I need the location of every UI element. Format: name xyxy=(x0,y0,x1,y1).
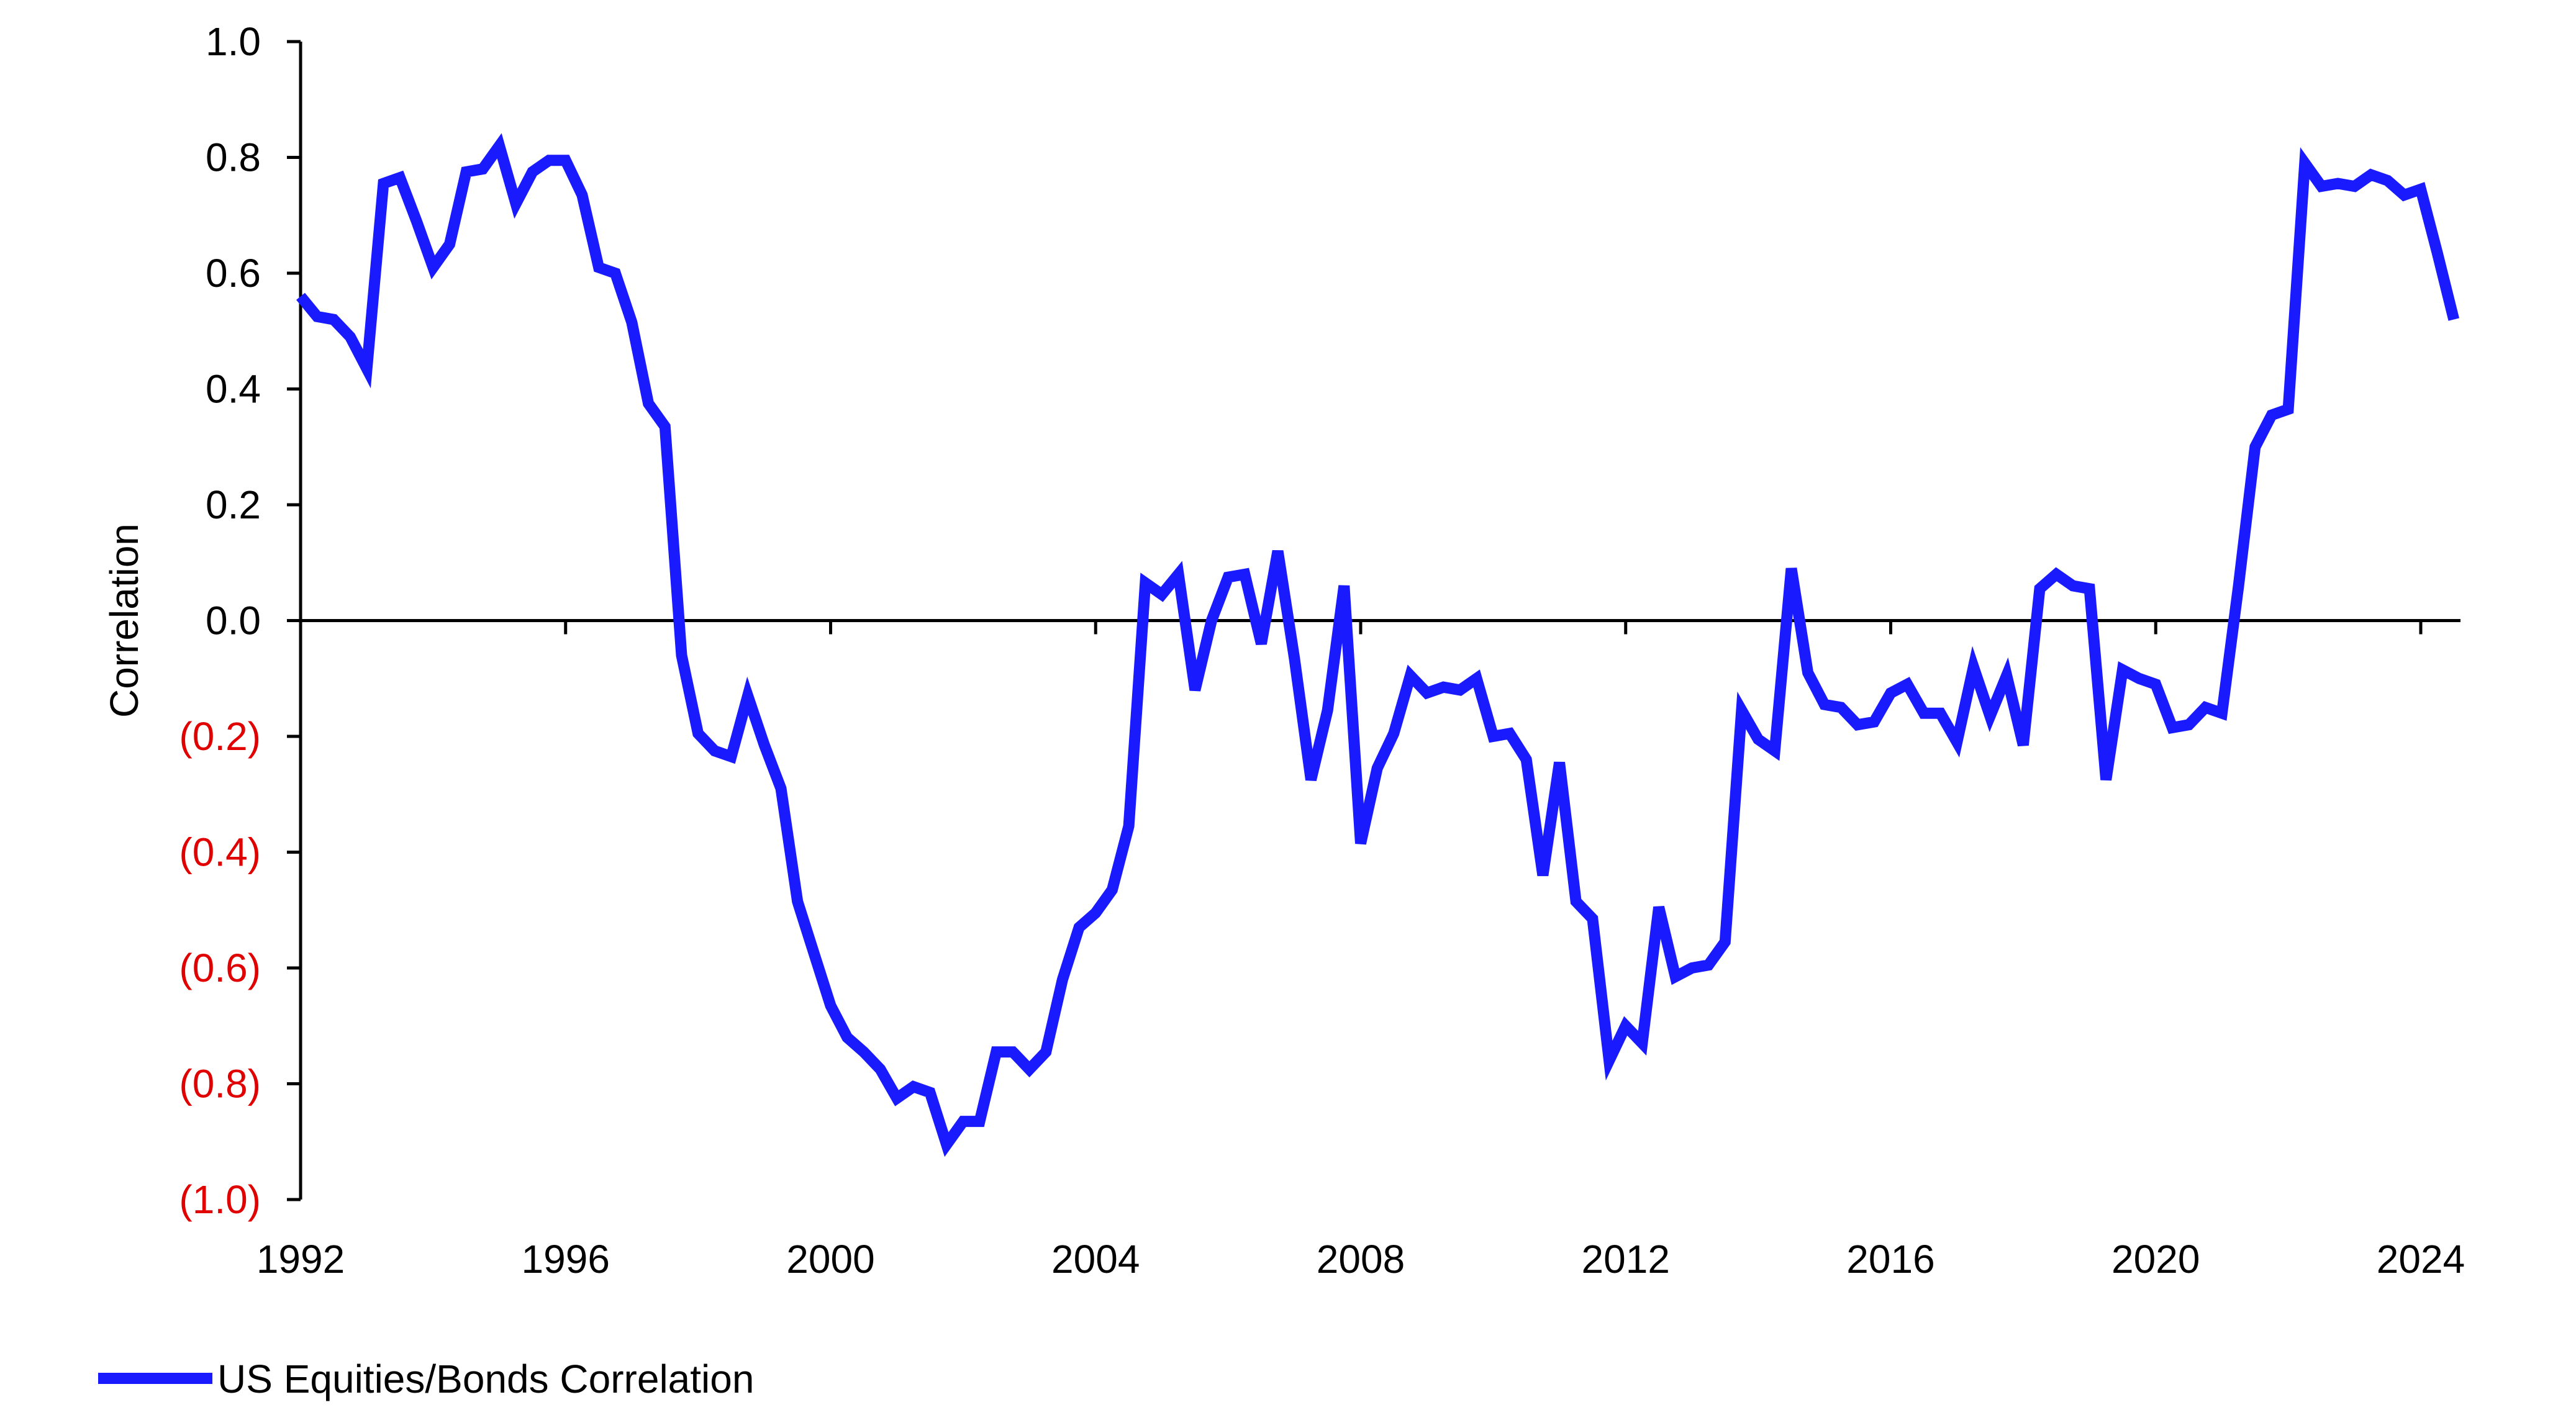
y-axis: 1.0 0.8 0.6 0.4 0.2 0.0 (0.2) (0.4) (0.6) (0.8) (1… xyxy=(179,19,302,1222)
x-tick-label: 2012 xyxy=(1582,1237,1670,1282)
x-tick-label: 2016 xyxy=(1846,1237,1934,1282)
x-tick-label: 2000 xyxy=(786,1237,874,1282)
legend-label: US Equities/Bonds Correlation xyxy=(217,1357,754,1401)
x-axis: 1992 1996 2000 2004 2008 2012 2016 2020 2024 xyxy=(256,619,2465,1282)
y-tick-label: 1.0 xyxy=(206,19,261,64)
y-tick-label: (0.8) xyxy=(179,1062,261,1106)
y-tick-label: 0.0 xyxy=(206,599,261,643)
y-axis-title: Correlation xyxy=(102,523,147,718)
x-tick-label: 2008 xyxy=(1317,1237,1405,1282)
x-tick-label: 1992 xyxy=(256,1237,345,1282)
legend: US Equities/Bonds Correlation xyxy=(98,1357,754,1401)
y-tick-label: (0.4) xyxy=(179,830,261,875)
x-tick-label: 2024 xyxy=(2377,1237,2465,1282)
y-tick-label: (0.6) xyxy=(179,946,261,990)
x-tick-label: 2020 xyxy=(2111,1237,2200,1282)
y-tick-label: (1.0) xyxy=(179,1177,261,1222)
y-tick-label: 0.6 xyxy=(206,251,261,296)
y-tick-label: 0.4 xyxy=(206,367,261,412)
x-tick-label: 2004 xyxy=(1051,1237,1140,1282)
y-tick-label: 0.8 xyxy=(206,135,261,180)
series-layer xyxy=(296,133,2460,1157)
y-tick-label: 0.2 xyxy=(206,482,261,527)
series-line xyxy=(296,133,2460,1157)
x-tick-label: 1996 xyxy=(522,1237,610,1282)
y-tick-label: (0.2) xyxy=(179,714,261,759)
